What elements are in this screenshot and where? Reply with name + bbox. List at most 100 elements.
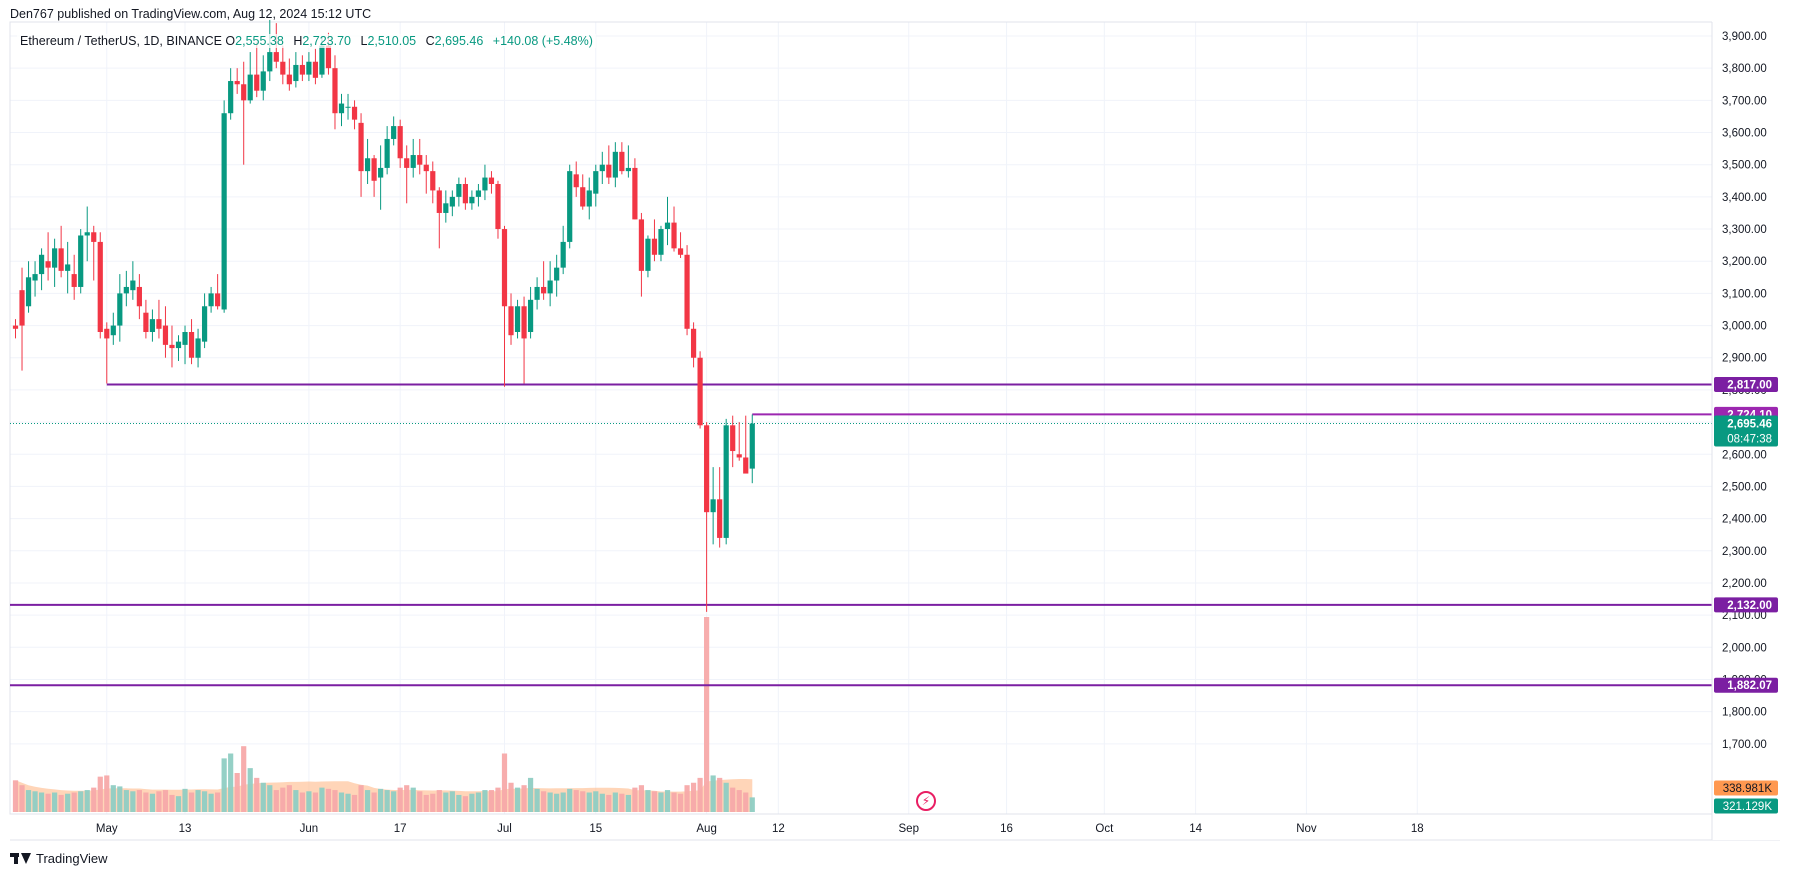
volume-bar (560, 792, 566, 812)
volume-bar (664, 790, 671, 812)
candle-body (195, 338, 201, 358)
candle-body (267, 52, 273, 72)
candle-body (201, 306, 208, 342)
volume-bar (260, 782, 266, 812)
candle-body (12, 325, 19, 329)
candle-body (130, 280, 136, 291)
candle-body (228, 81, 234, 114)
volume-bar (599, 793, 605, 812)
volume-bar (710, 775, 716, 812)
volume-bar (397, 787, 403, 812)
volume-bar (677, 793, 684, 812)
y-tick-label: 2,100.00 (1722, 610, 1767, 622)
y-tick-label: 2,400.00 (1722, 514, 1767, 526)
candle-body (273, 52, 279, 62)
candle-body (280, 61, 286, 75)
volume-bar (704, 617, 710, 812)
y-tick-label: 1,800.00 (1722, 707, 1767, 719)
candles (12, 19, 755, 612)
close-label: C (425, 34, 435, 48)
candle-body (391, 126, 397, 139)
volume-bar (645, 790, 651, 812)
x-tick-label: 17 (394, 823, 407, 835)
volume-bar (123, 790, 129, 812)
volume-bar (143, 792, 149, 812)
candle-body (456, 184, 462, 197)
volume-bar (241, 746, 247, 812)
volume-badge: 338.981K (1723, 783, 1773, 795)
volume-bar (319, 787, 325, 812)
candle-body (423, 164, 429, 172)
level-price-badge-bg (1714, 677, 1778, 693)
volume-bar (462, 796, 468, 812)
volume-bar (32, 791, 38, 812)
candle-body (299, 64, 305, 75)
candle-body (65, 264, 71, 271)
volume-bar (658, 792, 664, 812)
candle-body (417, 155, 423, 165)
countdown-badge: 08:47:38 (1727, 434, 1772, 446)
candle-body (690, 328, 697, 358)
publisher-line: Den767 published on TradingView.com, Aug… (10, 7, 372, 21)
candle-body (91, 232, 97, 242)
candle-body (241, 84, 247, 101)
x-tick-label: Oct (1095, 823, 1114, 835)
volume-bar (371, 792, 377, 812)
volume-bar (182, 788, 188, 812)
y-tick-label: 3,900.00 (1722, 31, 1767, 43)
volume-bar (19, 785, 25, 812)
tradingview-logo-icon (10, 853, 32, 864)
volume-bar (495, 787, 501, 812)
candle-body (677, 248, 684, 255)
candle-body (410, 155, 416, 168)
y-tick-label: 1,700.00 (1722, 739, 1767, 751)
volume-bar (456, 794, 462, 812)
volume-bar (52, 792, 58, 812)
candle-body (664, 222, 671, 230)
volume-bar (25, 790, 32, 812)
candle-body (338, 103, 345, 114)
candle-body (567, 171, 573, 242)
candle-body (586, 190, 592, 207)
candle-body (117, 293, 123, 326)
y-tick-label: 3,000.00 (1722, 321, 1767, 333)
high-value: 2,723.70 (302, 34, 352, 48)
y-tick-label: 3,400.00 (1722, 192, 1767, 204)
candle-body (521, 306, 527, 339)
y-tick-label: 3,100.00 (1722, 288, 1767, 300)
x-tick-label: 16 (1000, 823, 1013, 835)
lightning-icon[interactable]: ⚡ (916, 791, 936, 811)
x-tick-label: Nov (1296, 823, 1317, 835)
y-tick-label: 2,300.00 (1722, 546, 1767, 558)
last-price-badge-bg (1714, 415, 1778, 447)
volume-bar (632, 787, 638, 812)
volume-bar (188, 792, 195, 812)
volume-bar (215, 792, 221, 812)
volume-bar (612, 792, 618, 812)
volume-bar (78, 791, 84, 812)
candle-body (312, 61, 319, 78)
volume-bar (273, 790, 279, 812)
volume-bar (671, 792, 677, 812)
candle-body (514, 306, 521, 332)
candle-body (527, 299, 534, 332)
volume-bar (723, 782, 729, 812)
volume-bar (443, 792, 449, 812)
grid-lines (10, 22, 1712, 814)
volume-bar (404, 785, 410, 812)
candle-body (717, 499, 723, 538)
volume-bar (475, 792, 482, 812)
volume-bar (221, 758, 227, 812)
volume-bar (488, 790, 495, 812)
volume-bar (378, 788, 384, 812)
candle-body (547, 280, 553, 294)
volume-bar (423, 794, 429, 812)
volume-bar (391, 791, 397, 812)
candle-body (580, 187, 586, 207)
candle-body (38, 254, 45, 275)
candle-body (397, 126, 403, 159)
volume-bar (130, 791, 136, 812)
candle-body (378, 167, 384, 178)
